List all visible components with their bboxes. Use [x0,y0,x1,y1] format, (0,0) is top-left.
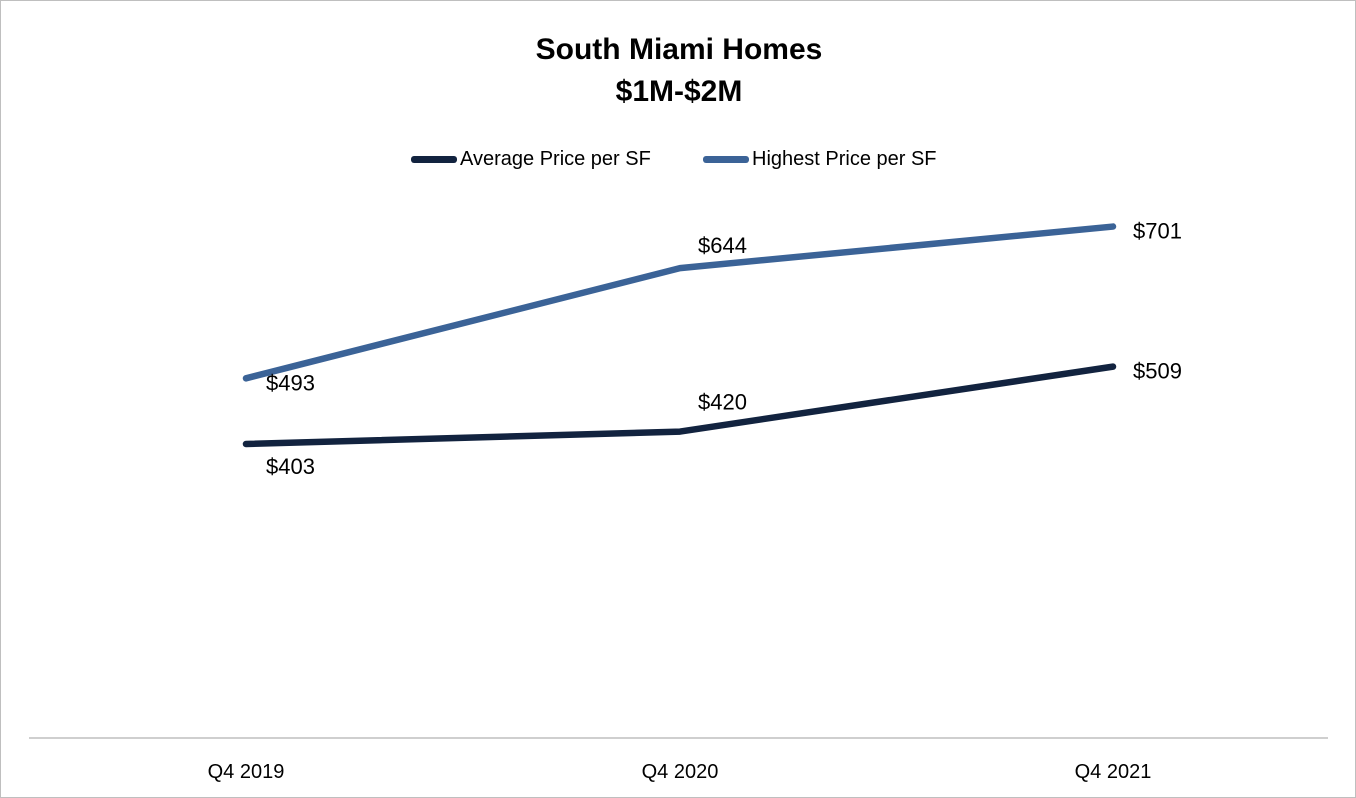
data-label: $509 [1133,359,1182,384]
legend-label-average: Average Price per SF [460,147,651,170]
legend-item-highest: Highest Price per SF [703,144,937,174]
data-label: $420 [698,390,747,415]
data-label: $403 [266,454,315,479]
legend-item-average: Average Price per SF [411,144,651,174]
chart-title-line-1: South Miami Homes [535,33,823,66]
x-tick-label: Q4 2019 [208,761,285,783]
series-line-average [242,363,1117,448]
data-label: $644 [698,233,747,258]
legend-swatch-average [411,155,457,163]
series-line-highest [242,223,1117,382]
legend-swatch-highest [703,155,749,163]
chart-legend: Average Price per SF Highest Price per S… [1,144,1356,174]
data-label: $493 [266,370,315,395]
legend-label-highest: Highest Price per SF [752,147,937,170]
chart-title-line-2: $1M-$2M [615,75,743,108]
x-tick-label: Q4 2021 [1075,761,1152,783]
x-tick-label: Q4 2020 [642,761,719,783]
data-label: $701 [1133,219,1182,244]
